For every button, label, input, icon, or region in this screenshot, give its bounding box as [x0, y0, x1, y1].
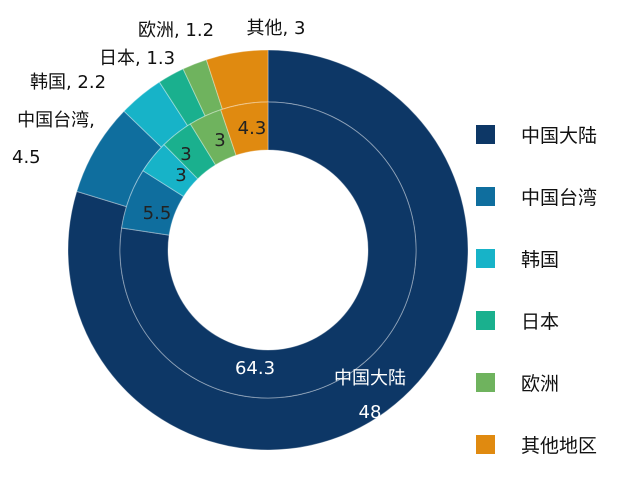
- inner-data-label-0: 64.3: [235, 358, 275, 379]
- inner-data-label-3: 3: [180, 144, 191, 165]
- outer-data-label-0: 48: [359, 402, 382, 423]
- legend-label: 欧洲: [521, 372, 560, 395]
- outer-data-label-1: 中国台湾,: [17, 110, 95, 131]
- inner-slice-1: [121, 170, 185, 236]
- legend-label: 其他地区: [521, 434, 598, 457]
- inner-slice-5: [220, 101, 269, 156]
- inner-data-label-5: 4.3: [238, 118, 267, 139]
- outer-data-label-5: 其他, 3: [247, 18, 306, 39]
- legend-item: 日本: [476, 289, 597, 351]
- legend-item: 中国台湾: [476, 165, 597, 227]
- legend-swatch: [476, 310, 495, 330]
- legend-label: 日本: [521, 310, 560, 333]
- outer-data-label-4: 欧洲, 1.2: [138, 20, 214, 41]
- inner-slice-0: [119, 101, 417, 399]
- inner-data-label-2: 3: [175, 165, 186, 186]
- legend-label: 韩国: [521, 248, 560, 271]
- outer-data-label-2: 韩国, 2.2: [30, 72, 106, 93]
- legend-swatch: [476, 372, 495, 392]
- legend-label: 中国台湾: [521, 186, 598, 209]
- inner-slice-4: [189, 109, 237, 166]
- legend-swatch: [476, 186, 495, 206]
- inner-data-label-1: 5.5: [143, 203, 172, 224]
- outer-data-label-0: 中国大陆: [334, 368, 406, 389]
- outer-data-label-3: 日本, 1.3: [99, 48, 175, 69]
- legend-label: 中国大陆: [521, 124, 598, 147]
- outer-data-label-1: 4.5: [12, 147, 41, 168]
- legend-item: 中国大陆: [476, 103, 597, 165]
- legend-item: 欧洲: [476, 351, 597, 413]
- inner-data-label-4: 3: [214, 130, 225, 151]
- legend: 中国大陆中国台湾韩国日本欧洲其他地区: [476, 117, 597, 477]
- inner-slice-3: [163, 123, 217, 180]
- legend-item: 其他地区: [476, 413, 597, 475]
- legend-item: 韩国: [476, 227, 597, 289]
- legend-swatch: [476, 248, 495, 268]
- inner-slice-2: [142, 143, 199, 198]
- legend-swatch: [476, 434, 495, 454]
- legend-swatch: [476, 124, 495, 144]
